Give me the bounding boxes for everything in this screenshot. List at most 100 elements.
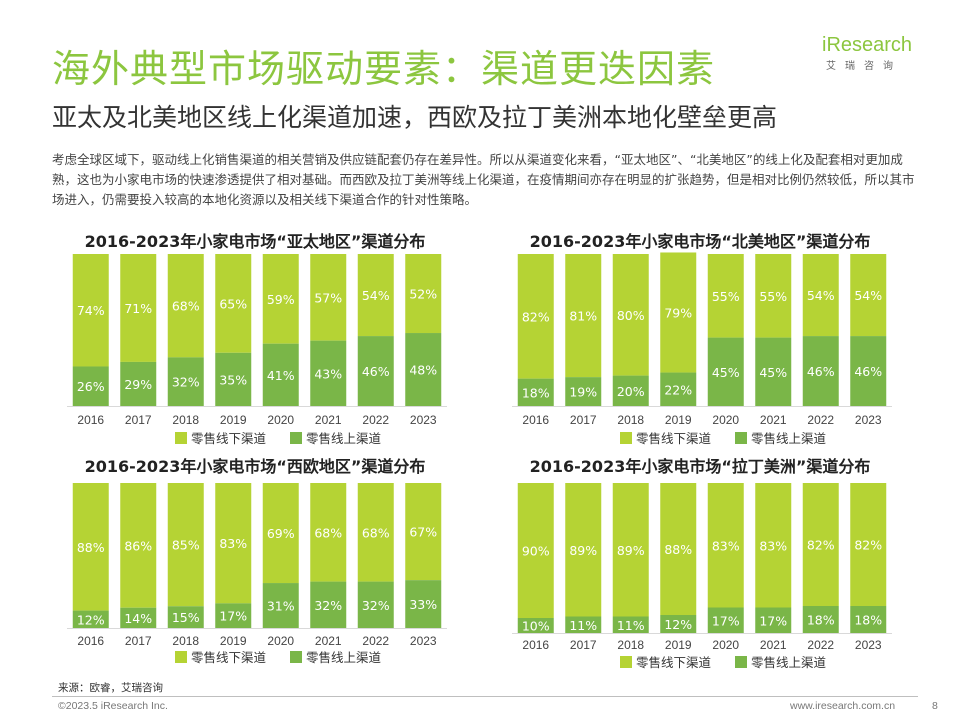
label-online-2019: 22% (664, 382, 692, 397)
bar-offline-2017 (120, 483, 157, 608)
tick-label-2017: 2017 (570, 413, 597, 427)
copyright-text: ©2023.5 iResearch Inc. (58, 700, 168, 712)
bar-online-2017 (565, 377, 602, 406)
bar-offline-2021 (755, 254, 792, 338)
bar-offline-2022 (802, 254, 839, 337)
intro-paragraph: 考虑全球区域下，驱动线上化销售渠道的相关营销及供应链配套仍存在差异性。所以从渠道… (52, 152, 915, 207)
label-online-2016: 10% (522, 619, 550, 634)
chart-title: 2016-2023年小家电市场“北美地区”渠道分布 (529, 232, 871, 251)
legend-label-offline: 零售线下渠道 (191, 650, 267, 665)
label-offline-2021: 68% (314, 525, 342, 540)
bar-online-2018 (612, 616, 649, 633)
tick-label-2018: 2018 (172, 634, 199, 648)
label-online-2020: 45% (712, 365, 740, 380)
bar-online-2017 (565, 616, 602, 633)
bar-offline-2021 (310, 483, 347, 582)
chart-svg: 88% 12% 2016 86% 14% 2017 85% 15% 2018 83% 17% 2019… (67, 483, 447, 665)
bar-offline-2019 (660, 483, 697, 615)
source-note: 来源：欧睿，艾瑞咨询 (58, 682, 163, 694)
label-offline-2022: 82% (807, 538, 835, 553)
legend-label-online: 零售线上渠道 (751, 655, 827, 670)
chart-western-europe: 2016-2023年小家电市场“西欧地区”渠道分布 88% 12% 2016 86% 1… (55, 453, 455, 673)
logo-sub-text: 艾瑞咨询 (826, 61, 902, 72)
tick-label-2021: 2021 (760, 413, 787, 427)
bar-offline-2017 (120, 254, 157, 362)
tick-label-2022: 2022 (807, 638, 834, 652)
bar-offline-2019 (215, 483, 252, 604)
label-offline-2020: 69% (267, 526, 295, 541)
legend-swatch-online (290, 432, 302, 444)
bar-online-2021 (310, 340, 347, 406)
label-offline-2016: 74% (77, 303, 105, 318)
label-offline-2021: 83% (759, 538, 787, 553)
tick-label-2022: 2022 (362, 634, 389, 648)
bar-online-2023 (405, 580, 442, 628)
bar-online-2017 (120, 607, 157, 628)
label-offline-2020: 83% (712, 538, 740, 553)
website-link[interactable]: www.iresearch.com.cn (790, 700, 896, 712)
bar-online-2023 (850, 336, 887, 406)
label-offline-2021: 57% (314, 290, 342, 305)
bar-online-2020 (262, 583, 299, 628)
bar-online-2017 (120, 361, 157, 406)
label-offline-2019: 88% (664, 542, 692, 557)
iresearch-logo: iResearch 艾瑞咨询 (822, 34, 932, 72)
tick-label-2018: 2018 (617, 413, 644, 427)
label-online-2023: 18% (854, 613, 882, 628)
label-online-2020: 41% (267, 368, 295, 383)
tick-label-2021: 2021 (760, 638, 787, 652)
tick-label-2022: 2022 (362, 413, 389, 427)
label-offline-2018: 89% (617, 543, 645, 558)
label-online-2019: 12% (664, 617, 692, 632)
label-offline-2022: 54% (362, 288, 390, 303)
bar-online-2021 (755, 607, 792, 633)
bar-offline-2019 (215, 254, 252, 353)
tick-label-2016: 2016 (522, 413, 549, 427)
tick-label-2018: 2018 (617, 638, 644, 652)
page-subtitle: 亚太及北美地区线上化渠道加速，西欧及拉丁美洲本地化壁垒更高 (52, 103, 778, 132)
chart-title: 2016-2023年小家电市场“拉丁美洲”渠道分布 (529, 457, 871, 476)
bar-online-2022 (357, 581, 394, 628)
label-online-2022: 32% (362, 598, 390, 613)
tick-label-2018: 2018 (172, 413, 199, 427)
label-offline-2023: 52% (409, 287, 437, 302)
bar-online-2016 (72, 366, 109, 406)
label-offline-2023: 54% (854, 288, 882, 303)
label-offline-2022: 68% (362, 525, 390, 540)
tick-label-2019: 2019 (220, 413, 247, 427)
bar-online-2016 (72, 610, 109, 628)
bar-offline-2023 (405, 254, 442, 334)
label-offline-2019: 65% (219, 296, 247, 311)
label-online-2018: 20% (617, 384, 645, 399)
tick-label-2019: 2019 (665, 638, 692, 652)
label-online-2022: 18% (807, 613, 835, 628)
bar-online-2020 (707, 337, 744, 406)
legend-label-online: 零售线上渠道 (306, 431, 382, 446)
label-offline-2016: 90% (522, 544, 550, 559)
label-offline-2016: 82% (522, 309, 550, 324)
label-online-2016: 18% (522, 385, 550, 400)
tick-label-2022: 2022 (807, 413, 834, 427)
legend-swatch-online (290, 651, 302, 663)
label-offline-2018: 85% (172, 538, 200, 553)
chart-north-america: 2016-2023年小家电市场“北美地区”渠道分布 82% 18% 2016 81% 1… (500, 228, 900, 453)
label-online-2018: 32% (172, 375, 200, 390)
label-online-2016: 26% (77, 379, 105, 394)
chart-svg: 82% 18% 2016 81% 19% 2017 80% 20% 2018 79% 22% 2019… (512, 252, 892, 446)
label-online-2021: 32% (314, 598, 342, 613)
label-online-2019: 35% (219, 372, 247, 387)
bar-online-2023 (850, 606, 887, 633)
chart-asia-pacific: 2016-2023年小家电市场“亚太地区”渠道分布 74% 26% 2016 71% 2… (55, 228, 455, 453)
bar-offline-2023 (850, 483, 887, 606)
tick-label-2023: 2023 (410, 634, 437, 648)
tick-label-2016: 2016 (77, 413, 104, 427)
bar-online-2021 (755, 337, 792, 406)
tick-label-2021: 2021 (315, 634, 342, 648)
bar-online-2022 (802, 606, 839, 633)
bar-online-2022 (357, 336, 394, 406)
chart-title: 2016-2023年小家电市场“西欧地区”渠道分布 (84, 457, 426, 476)
label-offline-2020: 59% (267, 292, 295, 307)
bar-offline-2018 (167, 254, 204, 358)
tick-label-2019: 2019 (665, 413, 692, 427)
label-offline-2017: 89% (569, 543, 597, 558)
